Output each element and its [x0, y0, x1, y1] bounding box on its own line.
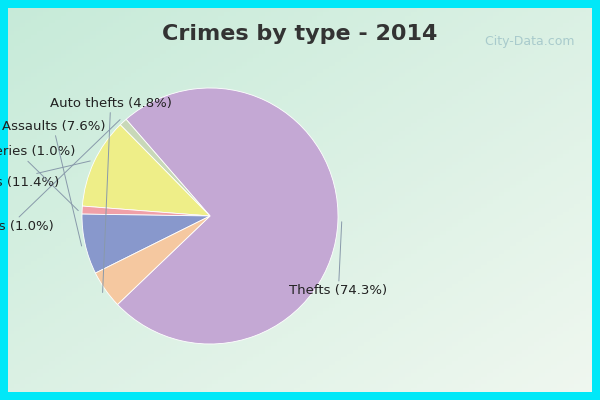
Wedge shape: [95, 216, 210, 304]
Wedge shape: [118, 88, 338, 344]
Text: Burglaries (11.4%): Burglaries (11.4%): [0, 161, 90, 189]
Wedge shape: [82, 125, 210, 216]
Text: Rapes (1.0%): Rapes (1.0%): [0, 120, 120, 233]
Wedge shape: [82, 206, 210, 216]
Text: Robberies (1.0%): Robberies (1.0%): [0, 146, 78, 211]
Text: City-Data.com: City-Data.com: [477, 35, 574, 48]
Text: Thefts (74.3%): Thefts (74.3%): [289, 222, 388, 297]
Text: Assaults (7.6%): Assaults (7.6%): [2, 120, 105, 246]
Text: Auto thefts (4.8%): Auto thefts (4.8%): [50, 97, 172, 292]
Wedge shape: [120, 119, 210, 216]
Wedge shape: [82, 214, 210, 273]
Text: Crimes by type - 2014: Crimes by type - 2014: [163, 24, 437, 44]
